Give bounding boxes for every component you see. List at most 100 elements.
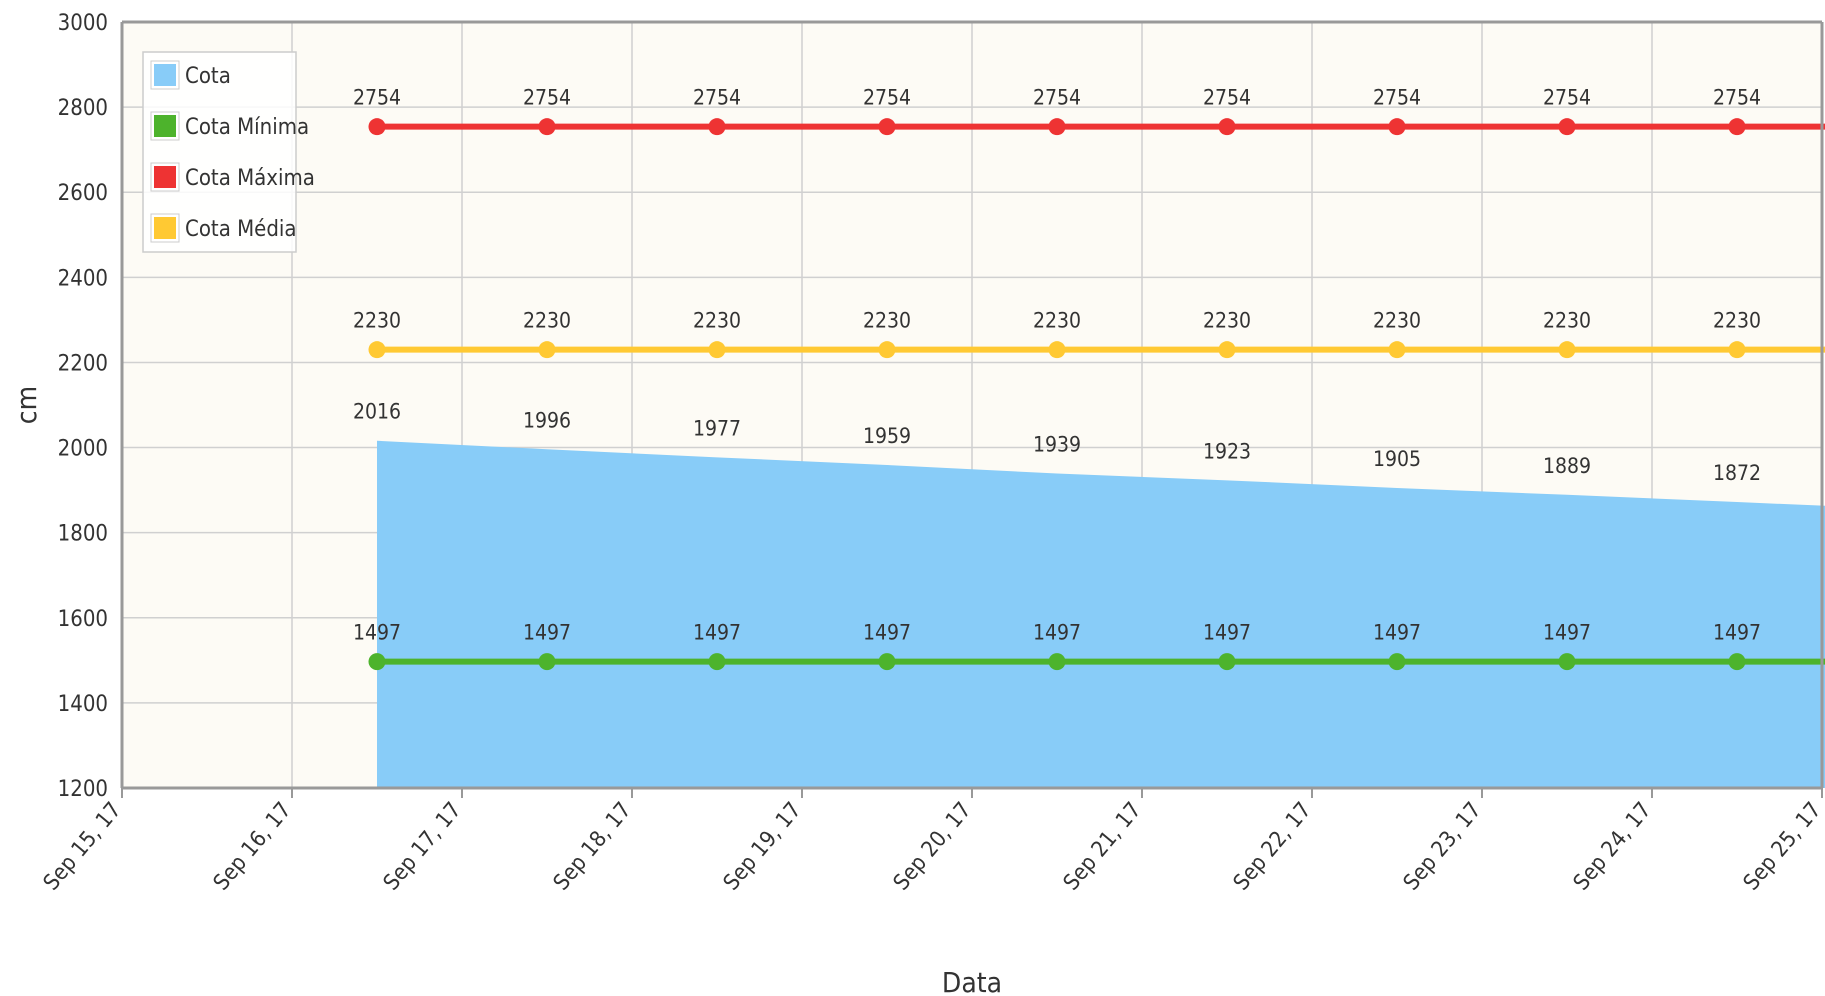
data-label-cota: 2016 xyxy=(353,400,401,424)
x-tick-label: Sep 17, 17 xyxy=(379,798,467,896)
data-label-cota-maxima: 2754 xyxy=(1713,86,1761,110)
y-tick-label: 3000 xyxy=(58,11,108,36)
data-label-cota-minima: 1497 xyxy=(1373,621,1421,645)
x-tick-label: Sep 23, 17 xyxy=(1399,798,1487,896)
y-tick-label: 1200 xyxy=(58,777,108,802)
legend-swatch-cota-media xyxy=(154,217,176,239)
legend-label-cota-media[interactable]: Cota Média xyxy=(185,217,297,242)
data-point-cota-maxima[interactable] xyxy=(368,118,386,136)
x-tick-label: Sep 16, 17 xyxy=(209,798,297,896)
data-point-cota-maxima[interactable] xyxy=(1558,118,1576,136)
data-label-cota: 1977 xyxy=(693,416,741,440)
data-point-cota-maxima[interactable] xyxy=(878,118,896,136)
data-point-cota-minima[interactable] xyxy=(1558,653,1576,671)
data-point-cota-media[interactable] xyxy=(368,341,386,359)
x-tick-label: Sep 19, 17 xyxy=(719,798,807,896)
y-tick-label: 1400 xyxy=(58,692,108,717)
data-point-cota-minima[interactable] xyxy=(1728,653,1746,671)
y-axis-title: cm xyxy=(10,386,43,424)
legend-label-cota-minima[interactable]: Cota Mínima xyxy=(185,115,309,140)
data-label-cota-media: 2230 xyxy=(523,309,571,333)
data-label-cota-minima: 1497 xyxy=(1543,621,1591,645)
data-label-cota: 1905 xyxy=(1373,447,1421,471)
data-label-cota: 1923 xyxy=(1203,439,1251,463)
data-label-cota-minima: 1497 xyxy=(353,621,401,645)
data-point-cota-media[interactable] xyxy=(708,341,726,359)
x-tick-label: Sep 22, 17 xyxy=(1229,798,1317,896)
data-point-cota-media[interactable] xyxy=(1388,341,1406,359)
data-point-cota-minima[interactable] xyxy=(878,653,896,671)
data-point-cota-media[interactable] xyxy=(538,341,556,359)
x-axis-title: Data xyxy=(942,966,1002,996)
x-tick-label: Sep 18, 17 xyxy=(549,798,637,896)
area-layer xyxy=(377,440,1825,788)
data-label-cota-media: 2230 xyxy=(1543,309,1591,333)
data-point-cota-media[interactable] xyxy=(1728,341,1746,359)
line-layer xyxy=(368,118,1825,671)
y-tick-label: 2000 xyxy=(58,437,108,462)
legend-swatch-cota-maxima xyxy=(154,166,176,188)
y-tick-label: 2200 xyxy=(58,351,108,376)
data-point-cota-minima[interactable] xyxy=(1218,653,1236,671)
area-series-cota xyxy=(377,440,1825,788)
x-tick-label: Sep 24, 17 xyxy=(1569,798,1657,896)
data-label-cota-media: 2230 xyxy=(353,309,401,333)
y-tick-label: 2600 xyxy=(58,181,108,206)
data-label-cota-maxima: 2754 xyxy=(863,86,911,110)
legend-swatch-cota-minima xyxy=(154,115,176,137)
data-point-cota-maxima[interactable] xyxy=(1218,118,1236,136)
data-point-cota-minima[interactable] xyxy=(1388,653,1406,671)
y-tick-label: 1800 xyxy=(58,522,108,547)
data-point-cota-maxima[interactable] xyxy=(708,118,726,136)
data-label-cota: 1889 xyxy=(1543,454,1591,478)
data-label-cota-maxima: 2754 xyxy=(1543,86,1591,110)
data-label-cota-minima: 1497 xyxy=(693,621,741,645)
legend-swatch-cota xyxy=(154,64,176,86)
data-label-cota-maxima: 2754 xyxy=(1033,86,1081,110)
data-label-cota-media: 2230 xyxy=(693,309,741,333)
data-label-cota-maxima: 2754 xyxy=(1203,86,1251,110)
data-point-cota-media[interactable] xyxy=(878,341,896,359)
data-point-cota-maxima[interactable] xyxy=(1048,118,1066,136)
x-tick-label: Sep 25, 17 xyxy=(1739,798,1825,896)
data-point-cota-media[interactable] xyxy=(1558,341,1576,359)
data-label-cota-maxima: 2754 xyxy=(353,86,401,110)
data-label-cota-maxima: 2754 xyxy=(523,86,571,110)
data-point-cota-maxima[interactable] xyxy=(1388,118,1406,136)
data-point-cota-maxima[interactable] xyxy=(1728,118,1746,136)
data-label-cota-media: 2230 xyxy=(863,309,911,333)
data-label-cota-minima: 1497 xyxy=(1713,621,1761,645)
data-label-cota-media: 2230 xyxy=(1203,309,1251,333)
data-label-cota-media: 2230 xyxy=(1373,309,1421,333)
data-label-cota-media: 2230 xyxy=(1033,309,1081,333)
data-point-cota-maxima[interactable] xyxy=(538,118,556,136)
x-tick-label: Sep 15, 17 xyxy=(39,798,127,896)
y-tick-label: 1600 xyxy=(58,607,108,632)
data-label-cota: 1996 xyxy=(523,408,571,432)
data-label-cota-minima: 1497 xyxy=(1033,621,1081,645)
legend-label-cota[interactable]: Cota xyxy=(185,64,231,89)
data-point-cota-minima[interactable] xyxy=(538,653,556,671)
legend-label-cota-maxima[interactable]: Cota Máxima xyxy=(185,166,315,191)
data-label-cota-media: 2230 xyxy=(1713,309,1761,333)
data-label-cota-maxima: 2754 xyxy=(1373,86,1421,110)
data-label-layer: 2016 1996 1977 1959 1939 1923 1905 1889 1872 1497… xyxy=(353,86,1761,645)
data-label-cota-minima: 1497 xyxy=(863,621,911,645)
data-point-cota-media[interactable] xyxy=(1048,341,1066,359)
data-point-cota-minima[interactable] xyxy=(708,653,726,671)
data-label-cota: 1939 xyxy=(1033,433,1081,457)
data-label-cota-minima: 1497 xyxy=(1203,621,1251,645)
data-label-cota: 1959 xyxy=(863,424,911,448)
data-point-cota-minima[interactable] xyxy=(1048,653,1066,671)
legend[interactable]: Cota Cota Mínima Cota Máxima Cota Média xyxy=(142,51,315,253)
y-tick-label: 2800 xyxy=(58,96,108,121)
data-label-cota: 1872 xyxy=(1713,461,1761,485)
x-tick-label: Sep 20, 17 xyxy=(889,798,977,896)
x-tick-label: Sep 21, 17 xyxy=(1059,798,1147,896)
data-label-cota-minima: 1497 xyxy=(523,621,571,645)
data-point-cota-minima[interactable] xyxy=(368,653,386,671)
y-tick-label: 2400 xyxy=(58,266,108,291)
data-point-cota-media[interactable] xyxy=(1218,341,1236,359)
data-label-cota-maxima: 2754 xyxy=(693,86,741,110)
